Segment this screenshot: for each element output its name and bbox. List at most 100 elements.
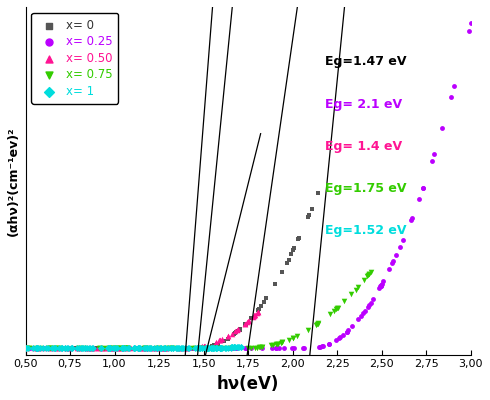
- x= 0.75: [213, 345, 221, 351]
- x= 0.50: [141, 345, 149, 351]
- x= 0.50: [160, 345, 168, 351]
- x= 0.50: [136, 345, 144, 351]
- x= 0: [232, 329, 240, 336]
- x= 1: [214, 345, 221, 351]
- x= 0.25: [208, 345, 216, 351]
- x= 1: [81, 345, 89, 351]
- x= 1: [130, 345, 138, 351]
- x= 1: [173, 345, 181, 351]
- x= 0.75: [121, 345, 128, 351]
- x= 0.50: [90, 345, 98, 351]
- x= 0.75: [367, 268, 375, 275]
- x= 0.50: [216, 337, 224, 343]
- Legend: x= 0, x= 0.25, x= 0.50, x= 0.75, x= 1: x= 0, x= 0.25, x= 0.50, x= 0.75, x= 1: [31, 13, 118, 104]
- x= 0.25: [447, 94, 455, 100]
- x= 0.25: [231, 345, 239, 351]
- x= 0.25: [161, 345, 169, 351]
- x= 0.50: [135, 345, 143, 351]
- x= 1: [119, 345, 127, 351]
- x= 0.25: [108, 345, 116, 351]
- x= 0.75: [278, 339, 286, 346]
- x= 0.75: [363, 273, 371, 280]
- x= 0.25: [215, 345, 223, 351]
- x= 1: [28, 345, 36, 351]
- x= 0.50: [245, 318, 253, 324]
- x= 0.50: [177, 345, 185, 351]
- x= 0.25: [392, 252, 400, 258]
- x= 0.50: [63, 345, 71, 351]
- x= 1: [237, 344, 245, 350]
- x= 0.50: [139, 345, 147, 351]
- x= 0.75: [333, 305, 341, 311]
- x= 0.75: [123, 345, 131, 351]
- x= 1: [113, 345, 121, 351]
- x= 0.25: [26, 345, 34, 351]
- x= 0.50: [33, 345, 41, 351]
- x= 0.25: [232, 345, 240, 351]
- x= 1: [161, 345, 169, 351]
- x= 0.50: [231, 328, 239, 334]
- x= 0.75: [278, 339, 286, 345]
- x= 0.25: [343, 328, 351, 335]
- x= 0.25: [153, 345, 161, 351]
- x= 0.25: [241, 345, 249, 351]
- x= 0.50: [250, 312, 258, 318]
- x= 1: [118, 345, 125, 351]
- x= 1: [22, 345, 30, 351]
- x= 0.75: [109, 345, 117, 351]
- x= 0.50: [23, 345, 31, 351]
- x= 0.25: [450, 83, 458, 89]
- x= 0.25: [376, 283, 384, 289]
- x= 0.50: [84, 345, 92, 351]
- x= 0.75: [272, 341, 280, 348]
- x= 0.25: [198, 345, 206, 351]
- x= 0.25: [272, 345, 280, 351]
- x= 0: [291, 244, 298, 251]
- x= 0.50: [159, 345, 167, 351]
- x= 1: [39, 345, 47, 351]
- x= 1: [57, 345, 65, 351]
- x= 1: [106, 345, 114, 351]
- x= 0.25: [168, 345, 176, 351]
- x= 0.50: [200, 342, 208, 349]
- x= 1: [156, 345, 164, 351]
- x= 0.75: [168, 345, 175, 351]
- x= 0.75: [314, 320, 321, 327]
- x= 0.50: [140, 345, 148, 351]
- x= 0.25: [359, 310, 367, 316]
- x= 0.50: [55, 345, 63, 351]
- x= 1: [36, 345, 44, 351]
- x= 0.50: [182, 345, 190, 351]
- x= 0.75: [247, 345, 255, 351]
- x= 0.50: [51, 345, 59, 351]
- x= 1: [169, 345, 177, 351]
- x= 0.25: [105, 345, 113, 351]
- x= 1: [153, 345, 161, 351]
- x= 0.50: [123, 345, 131, 351]
- x= 1: [164, 345, 171, 351]
- x= 0: [94, 345, 101, 351]
- x= 1: [44, 345, 52, 351]
- x= 0.75: [251, 345, 259, 351]
- x= 1: [89, 345, 97, 351]
- x= 0.25: [407, 217, 415, 223]
- x= 0: [88, 345, 96, 351]
- x= 0.25: [32, 345, 40, 351]
- x= 0.75: [352, 286, 360, 293]
- x= 0: [109, 345, 117, 351]
- x= 0.75: [334, 304, 342, 311]
- x= 1: [111, 345, 119, 351]
- x= 0: [117, 345, 125, 351]
- x= 1: [64, 345, 72, 351]
- x= 0.50: [98, 345, 106, 351]
- x= 0: [260, 298, 268, 305]
- x= 0.25: [288, 345, 295, 351]
- x= 0.50: [164, 345, 171, 351]
- x= 1: [61, 345, 69, 351]
- x= 0.75: [48, 345, 55, 351]
- x= 0.50: [193, 344, 201, 350]
- x= 0.50: [243, 319, 251, 326]
- x= 0.25: [121, 345, 129, 351]
- x= 1: [212, 345, 220, 351]
- x= 1: [217, 345, 225, 351]
